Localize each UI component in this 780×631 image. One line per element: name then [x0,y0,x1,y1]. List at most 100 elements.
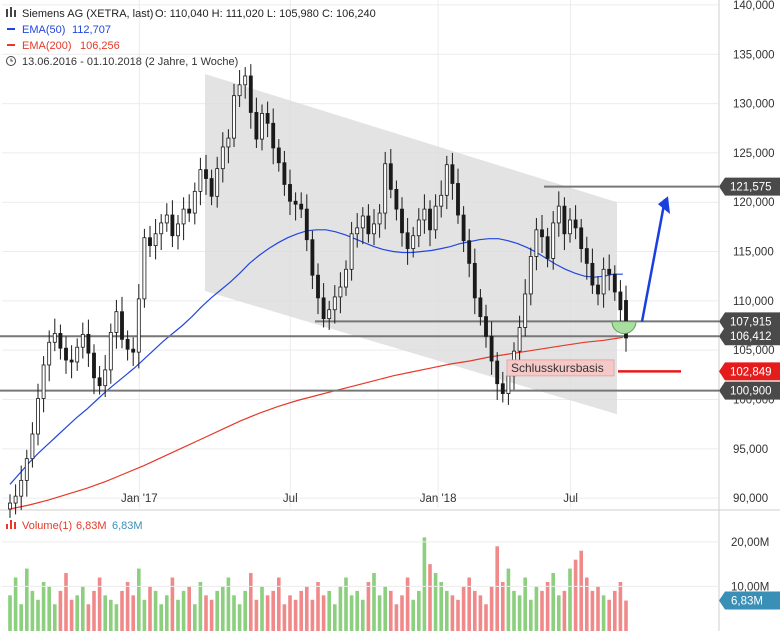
volume-bar [114,604,119,631]
volume-bar [176,599,180,631]
volume-bar [562,590,567,631]
volume-bar [568,568,572,631]
candle-body [153,233,158,247]
volume-bar [545,581,550,631]
candle-body [288,184,292,202]
volume-bar [316,581,320,631]
volume-bar [159,604,164,631]
price-tick-label: 115,000 [733,247,774,259]
tag-106412: 106,412 [719,327,780,346]
candle-body [254,112,259,140]
candle-body [540,229,544,238]
volume-bar [288,595,292,631]
volume-bar [372,573,376,631]
candle-body [265,113,270,124]
volume-axis: 10,00M 20,00M 6,83M [2,537,780,610]
volume-bar [584,577,589,631]
candle-body [148,237,152,247]
candle-body [215,168,220,197]
tag-107915: 107,915 [719,312,780,331]
volume-bar [433,573,438,631]
volume-bar [590,590,595,631]
instrument-label: Siemens AG (XETRA, last) [22,8,153,20]
candle-body [534,229,539,257]
volume-bar [428,564,432,631]
candle-body [41,364,46,399]
candle-body [439,194,444,207]
volume-bar [52,604,57,631]
volume-bar [13,577,18,631]
candle-body [456,183,460,216]
volume-bar [377,595,382,631]
time-axis: Jan '17 Jul Jan '18 Jul [121,493,578,505]
price-tick-label: 130,000 [733,99,775,111]
volume-bar [534,586,539,631]
candle-body [618,291,623,311]
candle-body [528,256,533,295]
volume-bar [400,595,404,631]
chart-legend: Siemens AG (XETRA, last) O: 110,040 H: 1… [6,7,376,68]
breakout-arrow-head [658,196,670,215]
volume-bar [556,595,561,631]
breakout-arrow-shaft [640,199,667,322]
candle-body [360,215,365,229]
candlesticks [8,64,628,518]
candle-body [120,311,124,340]
volume-bar [75,595,80,631]
volume-bar [512,590,516,631]
candle-body [590,262,595,286]
volume-bar [131,595,136,631]
volume-bar [58,590,63,631]
volume-bar [601,595,606,631]
volume-bar [461,586,466,631]
volume-bar [265,595,270,631]
tag-106412-text: 106,412 [730,331,772,343]
candle-body [461,214,466,242]
tag-100900-bg [719,381,780,400]
time-tick-label: Jul [283,493,298,505]
volume-bar [366,581,371,631]
volume-tick-label: 10,00M [731,581,769,593]
volume-bar [271,590,276,631]
volume-bar [321,595,326,631]
trend-channel [205,73,617,415]
candle-body [349,233,354,270]
clock-icon [6,56,16,66]
candle-body [433,205,438,231]
volume-label: Volume(1) [22,520,72,532]
candle-body [181,208,186,225]
volume-bar [299,590,304,631]
volume-bar [86,604,91,631]
candle-body [192,190,197,214]
candle-body [204,169,208,179]
candle-body [75,346,80,363]
candle-body [19,479,24,497]
volume-bar [405,577,410,631]
volume-bar [276,577,281,631]
candle-body [467,240,472,264]
volume-bar [153,590,158,631]
tag-106412-bg [719,327,780,346]
volume-bar [30,590,35,631]
ema50-line [9,229,623,485]
volume-bar [528,599,533,631]
price-tick-label: 140,000 [733,0,775,12]
volume-bar [383,586,388,631]
candle-body [232,95,236,139]
candle-body [226,137,231,148]
candle-body [136,298,141,353]
tag-121575: 121,575 [719,177,780,196]
volume-bar [360,599,365,631]
volume-bar [310,599,315,631]
volume-bar [388,590,393,631]
price-tick-label: 90,000 [733,493,768,505]
volume-bar [327,590,332,631]
volume-bar [248,573,253,631]
volume-tick-label: 20,00M [731,537,769,549]
tag-100900-text: 100,900 [730,386,772,398]
price-tick-label: 120,000 [733,197,775,209]
volume-bar [506,568,511,631]
candle-body [568,219,572,235]
candle-body [388,163,393,190]
